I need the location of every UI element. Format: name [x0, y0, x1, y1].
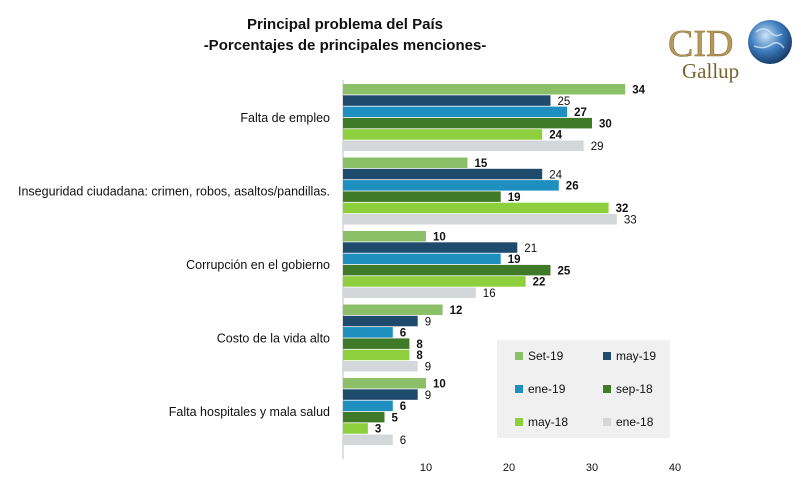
data-label: 3: [375, 424, 381, 436]
data-label: 8: [416, 339, 423, 351]
x-tick-label: 10: [420, 462, 432, 474]
bar: [343, 231, 426, 242]
bar: [343, 202, 609, 214]
bar: [343, 242, 518, 253]
data-label: 33: [624, 215, 637, 227]
category-label: Inseguridad ciudadana: crimen, robos, as…: [18, 184, 330, 198]
logo-gallup-text: Gallup: [682, 59, 739, 83]
data-label: 9: [425, 390, 431, 402]
bar: [343, 389, 418, 400]
data-label: 27: [574, 107, 587, 119]
cid-gallup-logo: CID Gallup: [668, 20, 792, 83]
data-label: 24: [549, 130, 562, 142]
data-label: 26: [566, 181, 579, 193]
legend-swatch: [603, 385, 611, 393]
legend-swatch: [515, 352, 523, 360]
data-label: 6: [400, 435, 406, 447]
legend-swatch: [603, 352, 611, 360]
bar: [343, 315, 418, 327]
data-label: 12: [450, 305, 463, 317]
bar: [343, 214, 617, 225]
legend: Set-19 may-19 ene-19 sep-18 may-18 ene-18: [497, 340, 670, 438]
bar: [343, 264, 551, 276]
data-label: 25: [558, 96, 571, 108]
data-label: 30: [599, 118, 612, 130]
data-label: 24: [549, 169, 562, 181]
legend-label: ene-19: [528, 382, 566, 396]
legend-box: [497, 340, 670, 438]
bar: [343, 84, 626, 95]
bar: [343, 378, 426, 389]
data-label: 9: [425, 362, 431, 374]
logo-cid-text: CID: [668, 23, 733, 65]
legend-label: may-18: [528, 415, 568, 429]
category-label: Costo de la vida alto: [217, 331, 330, 345]
x-tick-label: 30: [586, 462, 598, 474]
data-label: 6: [400, 401, 406, 413]
legend-label: ene-18: [616, 415, 654, 429]
data-label: 19: [508, 254, 521, 266]
data-label: 10: [433, 232, 446, 244]
chart-subtitle: -Porcentajes de principales menciones-: [203, 37, 487, 54]
bar: [343, 276, 526, 287]
bars-layer: [343, 84, 626, 445]
category-label: Corrupción en el gobierno: [186, 258, 330, 272]
data-label: 10: [433, 379, 446, 391]
bar: [343, 140, 584, 151]
bar: [343, 361, 418, 372]
data-label: 9: [425, 316, 431, 328]
data-label: 32: [616, 203, 629, 215]
bar: [343, 157, 468, 168]
chart-title: Principal problema del País: [247, 16, 443, 33]
bar: [343, 95, 551, 106]
bar: [343, 191, 501, 202]
legend-swatch: [515, 385, 523, 393]
data-label: 22: [533, 277, 546, 289]
bar: [343, 168, 543, 180]
legend-label: Set-19: [528, 349, 564, 363]
bar: [343, 411, 385, 423]
bar: [343, 129, 543, 140]
bar: [343, 400, 393, 412]
bar: [343, 304, 443, 315]
category-label: Falta de empleo: [240, 111, 330, 125]
x-tick-label: 20: [503, 462, 515, 474]
data-label: 19: [508, 192, 521, 204]
data-label: 16: [483, 288, 496, 300]
bar: [343, 423, 368, 434]
legend-label: may-19: [616, 349, 656, 363]
data-label: 25: [558, 265, 571, 277]
data-label: 8: [416, 350, 423, 362]
bar: [343, 349, 410, 361]
data-label: 34: [632, 85, 645, 97]
bar: [343, 434, 393, 445]
data-label: 15: [475, 158, 488, 170]
data-label: 5: [392, 412, 399, 424]
bar: [343, 287, 476, 298]
bar: [343, 117, 592, 129]
data-label: 29: [591, 141, 604, 153]
bar: [343, 253, 501, 265]
legend-label: sep-18: [616, 382, 653, 396]
bar: [343, 327, 393, 338]
legend-swatch: [515, 418, 523, 426]
bar: [343, 106, 568, 118]
chart-title-block: Principal problema del País -Porcentajes…: [140, 14, 550, 56]
x-tick-label: 40: [669, 462, 681, 474]
legend-swatch: [603, 418, 611, 426]
bar: [343, 180, 559, 191]
data-label: 21: [524, 243, 537, 255]
bar: [343, 338, 410, 349]
globe-icon: [748, 20, 792, 64]
category-label: Falta hospitales y mala salud: [169, 405, 330, 419]
data-label: 6: [400, 328, 406, 340]
